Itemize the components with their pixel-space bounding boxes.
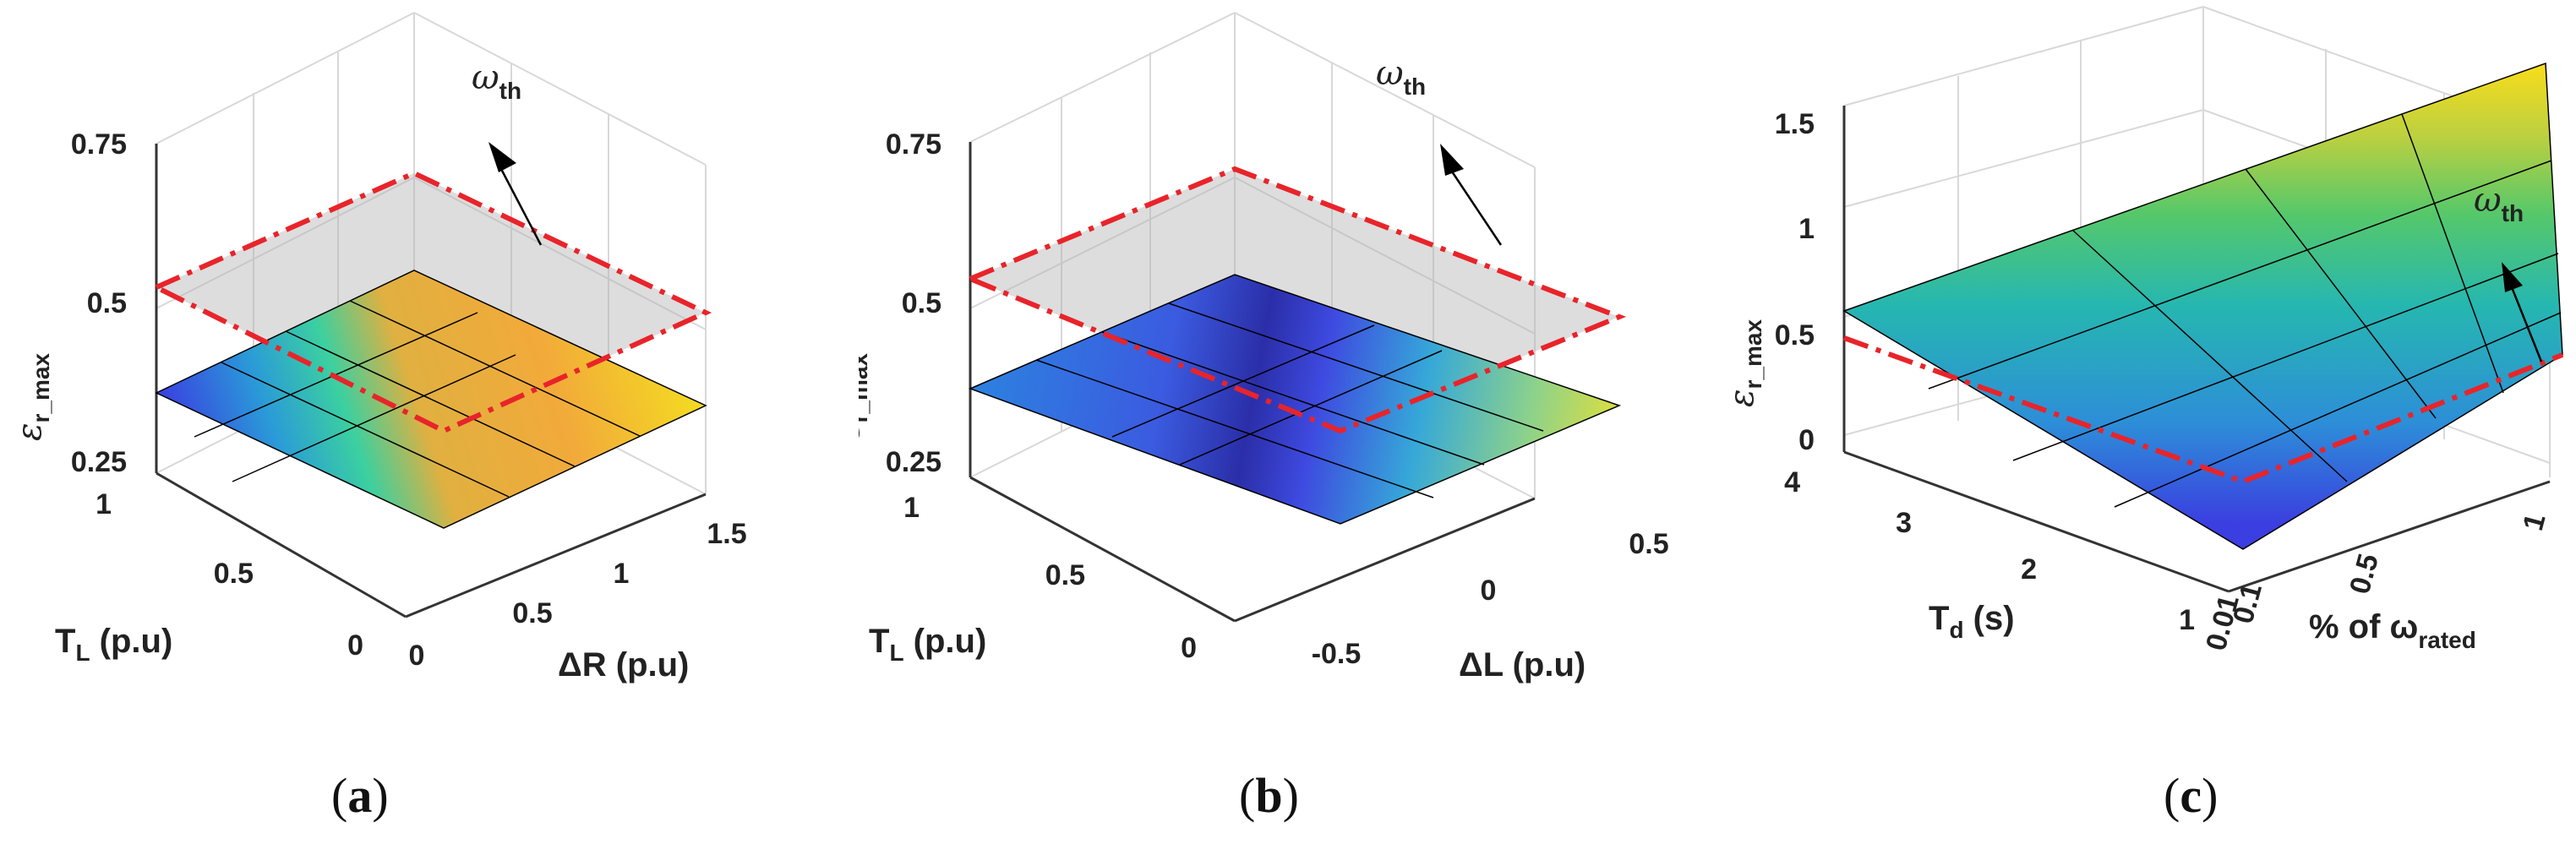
x-axis-label: ΔL (p.u) (1459, 646, 1585, 684)
x-tick-label: 0 (409, 640, 425, 672)
y-tick-label: 1 (2179, 604, 2195, 636)
z-tick-label: 0.75 (71, 128, 127, 161)
z-tick-label: 0.5 (87, 287, 127, 319)
z-axis-label: εr_max (1722, 319, 1766, 407)
threshold-arrow (2502, 262, 2543, 362)
y-tick-label: 0.5 (1045, 559, 1085, 591)
axes-lines (155, 144, 707, 618)
x-tick-label: 1 (614, 558, 630, 590)
chart-panel-b: 0.75 0.5 0.25 1 0.5 0 -0.5 0 0.5 εr_max … (859, 12, 1669, 684)
y-tick-label: 0.5 (214, 558, 254, 590)
threshold-arrow (488, 142, 543, 246)
threshold-outline (150, 170, 712, 434)
x-tick-label: 1.5 (707, 518, 746, 550)
caption-b: (b) (1239, 768, 1299, 823)
y-tick-label: 2 (2021, 553, 2037, 586)
y-tick-label: 0 (347, 629, 363, 662)
y-tick-label: 4 (1784, 466, 1800, 498)
surface-mesh (968, 274, 1622, 525)
x-tick-label: 1 (2517, 510, 2552, 534)
caption-c: (c) (2164, 768, 2219, 823)
y-tick-label: 3 (1896, 507, 1912, 539)
y-tick-label: 0 (1181, 632, 1197, 664)
z-tick-label: 0.5 (1775, 319, 1815, 351)
caption-a: (a) (331, 768, 389, 823)
y-tick-label: 1 (96, 488, 112, 520)
x-tick-label: 0 (1481, 575, 1497, 607)
z-tick-label: 1.5 (1775, 108, 1815, 140)
threshold-arrow (1440, 144, 1503, 246)
x-axis-label: ΔR (p.u) (558, 646, 689, 684)
axes-lines (1842, 106, 2551, 593)
x-tick-label: 0.1 (2227, 580, 2268, 627)
z-axis-label: εr_max (859, 353, 872, 441)
threshold-outline (1842, 335, 2564, 485)
threshold-outline (963, 166, 1627, 434)
z-tick-label: 1 (1798, 213, 1815, 245)
y-tick-label: 1 (903, 492, 920, 524)
x-axis-label: % of ωrated (2309, 608, 2476, 653)
z-tick-label: 0.25 (886, 446, 941, 478)
z-tick-label: 0.25 (71, 446, 127, 478)
y-axis-label: TL (p.u) (869, 623, 986, 666)
x-tick-label: 0.5 (512, 597, 552, 629)
chart-panel-a: 0.75 0.5 0.25 1 0.5 0 0 0.5 1 1.5 εr_max… (10, 12, 747, 684)
threshold-label: ωth (1376, 54, 1426, 100)
y-axis-label: Td (s) (1929, 600, 2015, 643)
axes-lines (969, 142, 1536, 623)
z-axis-label: εr_max (10, 353, 54, 441)
x-tick-label: -0.5 (1312, 638, 1362, 670)
z-tick-label: 0.5 (902, 287, 941, 319)
chart-panel-c: 1.5 1 0.5 0 4 3 2 1 0.01 0.1 0.5 1 εr_ma… (1722, 6, 2564, 654)
z-tick-label: 0.75 (886, 128, 941, 161)
threshold-label: ωth (472, 58, 521, 104)
x-tick-label: 0.5 (2344, 551, 2385, 597)
x-tick-label: 0.5 (1629, 528, 1668, 560)
z-tick-label: 0 (1798, 424, 1815, 456)
y-axis-label: TL (p.u) (55, 623, 172, 666)
threshold-label: ωth (2474, 181, 2524, 226)
